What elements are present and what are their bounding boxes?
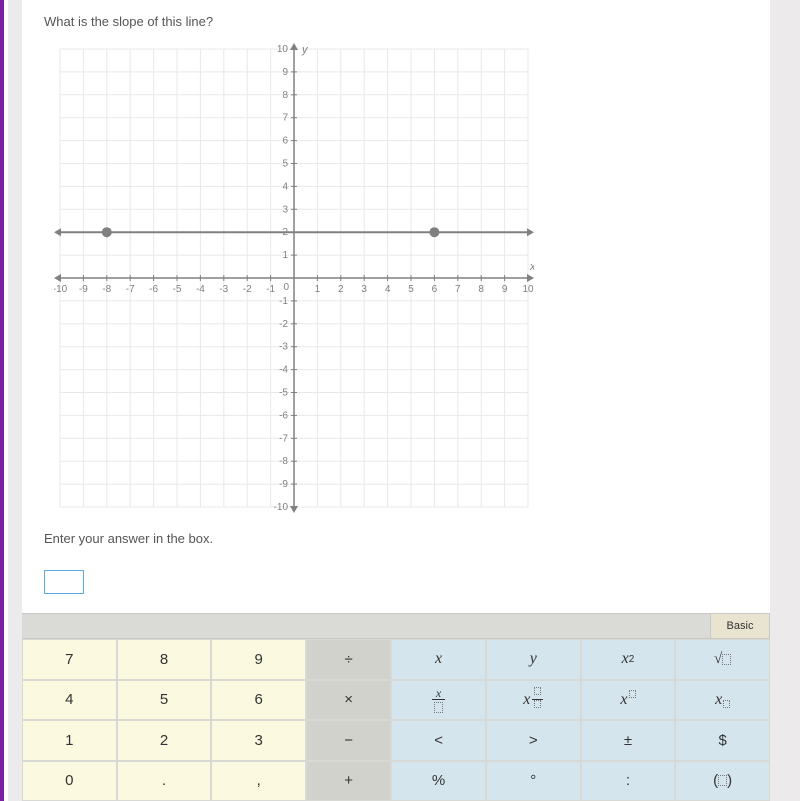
keypad-key[interactable]: x (391, 680, 486, 721)
keypad-key[interactable]: 8 (117, 639, 212, 680)
right-margin (770, 0, 800, 801)
svg-text:-9: -9 (79, 284, 88, 295)
math-keypad: Basic 789÷xyx2√456×xxxx123−<>±$0.,+%°:() (22, 613, 770, 801)
keypad-key[interactable]: √ (675, 639, 770, 680)
keypad-key[interactable]: < (391, 720, 486, 761)
keypad-key[interactable]: , (211, 761, 306, 801)
svg-text:-2: -2 (243, 284, 252, 295)
svg-text:8: 8 (282, 90, 288, 101)
svg-text:-9: -9 (279, 479, 288, 490)
svg-text:3: 3 (282, 204, 288, 215)
svg-text:-1: -1 (266, 284, 275, 295)
question-container: What is the slope of this line? -10-9-8-… (0, 0, 800, 801)
svg-text:6: 6 (432, 284, 438, 295)
coordinate-graph: -10-9-8-7-6-5-4-3-2-112345678910-10-9-8-… (54, 43, 534, 513)
svg-text:x: x (529, 261, 534, 273)
keypad-key[interactable]: 9 (211, 639, 306, 680)
keypad-key[interactable]: > (486, 720, 581, 761)
keypad-key[interactable]: () (675, 761, 770, 801)
keypad-tabstrip (22, 613, 710, 639)
svg-text:7: 7 (455, 284, 461, 295)
keypad-key[interactable]: $ (675, 720, 770, 761)
svg-text:-3: -3 (279, 342, 288, 353)
keypad-key[interactable]: x (581, 680, 676, 721)
svg-text:10: 10 (522, 284, 534, 295)
svg-text:7: 7 (282, 113, 288, 124)
svg-text:10: 10 (277, 44, 289, 55)
answer-input[interactable] (44, 570, 84, 594)
keypad-key[interactable]: x (486, 680, 581, 721)
svg-text:-4: -4 (279, 365, 288, 376)
keypad-key[interactable]: : (581, 761, 676, 801)
keypad-key[interactable]: 6 (211, 680, 306, 721)
svg-text:4: 4 (385, 284, 391, 295)
svg-text:-7: -7 (279, 433, 288, 444)
instruction-text: Enter your answer in the box. (44, 531, 780, 546)
keypad-key[interactable]: 2 (117, 720, 212, 761)
keypad-key[interactable]: ± (581, 720, 676, 761)
keypad-key[interactable]: 1 (22, 720, 117, 761)
svg-text:-6: -6 (149, 284, 158, 295)
keypad-key[interactable]: 3 (211, 720, 306, 761)
svg-text:2: 2 (338, 284, 344, 295)
keypad-key[interactable]: 5 (117, 680, 212, 721)
svg-text:8: 8 (478, 284, 484, 295)
svg-text:-6: -6 (279, 410, 288, 421)
svg-text:9: 9 (282, 67, 288, 78)
keypad-key[interactable]: y (486, 639, 581, 680)
svg-text:6: 6 (282, 136, 288, 147)
keypad-key[interactable]: 0 (22, 761, 117, 801)
keypad-key[interactable]: ° (486, 761, 581, 801)
keypad-key[interactable]: ÷ (306, 639, 391, 680)
svg-text:-10: -10 (274, 502, 289, 513)
svg-text:5: 5 (282, 159, 288, 170)
svg-text:1: 1 (315, 284, 321, 295)
svg-text:-8: -8 (102, 284, 111, 295)
svg-text:3: 3 (361, 284, 367, 295)
svg-text:-2: -2 (279, 319, 288, 330)
keypad-key[interactable]: 4 (22, 680, 117, 721)
svg-text:5: 5 (408, 284, 414, 295)
svg-text:-1: -1 (279, 296, 288, 307)
keypad-key[interactable]: − (306, 720, 391, 761)
svg-text:-10: -10 (54, 284, 68, 295)
keypad-tab-basic[interactable]: Basic (710, 613, 770, 639)
svg-text:-7: -7 (126, 284, 135, 295)
svg-text:4: 4 (282, 181, 288, 192)
svg-text:0: 0 (283, 282, 289, 293)
keypad-key[interactable]: x2 (581, 639, 676, 680)
keypad-key[interactable]: x (675, 680, 770, 721)
keypad-key[interactable]: 7 (22, 639, 117, 680)
svg-text:y: y (301, 44, 309, 56)
svg-text:9: 9 (502, 284, 508, 295)
svg-text:1: 1 (282, 250, 288, 261)
svg-text:-5: -5 (279, 388, 288, 399)
left-margin (8, 0, 22, 801)
svg-text:-5: -5 (173, 284, 182, 295)
keypad-key[interactable]: + (306, 761, 391, 801)
keypad-key[interactable]: × (306, 680, 391, 721)
keypad-key[interactable]: . (117, 761, 212, 801)
svg-text:-3: -3 (219, 284, 228, 295)
svg-text:-8: -8 (279, 456, 288, 467)
keypad-key[interactable]: % (391, 761, 486, 801)
keypad-key[interactable]: x (391, 639, 486, 680)
svg-text:-4: -4 (196, 284, 205, 295)
question-text: What is the slope of this line? (44, 14, 780, 29)
